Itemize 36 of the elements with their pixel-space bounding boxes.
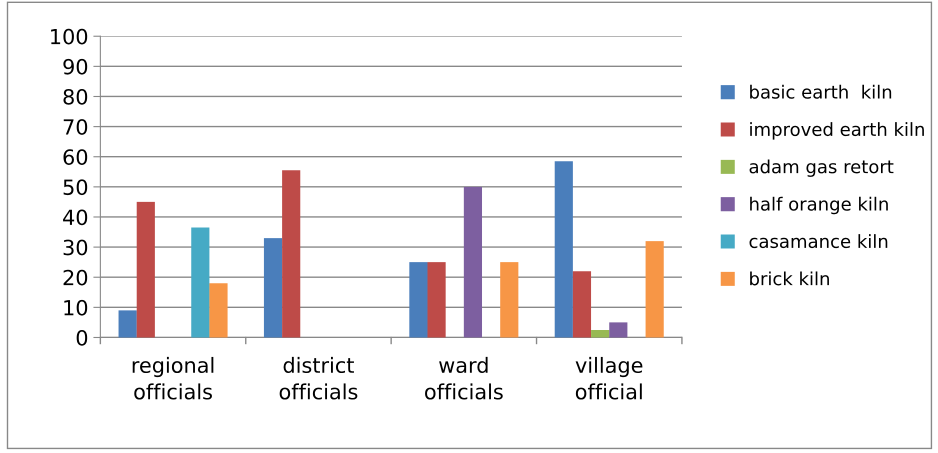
x-tick-label: village official [576, 356, 642, 400]
bar [646, 241, 664, 338]
x-tick-label: regional officials [132, 356, 214, 400]
bar [118, 310, 137, 338]
y-tick-label: 50 [64, 179, 88, 196]
legend-label: brick kiln [750, 271, 829, 286]
legend-label: adam gas retort [750, 159, 894, 177]
bar [264, 238, 282, 338]
bar [572, 271, 592, 338]
bar [282, 170, 300, 338]
y-tick-label: 60 [64, 149, 88, 165]
bar [554, 161, 573, 338]
x-tick-label: ward officials [425, 356, 503, 400]
y-tick-label: 80 [63, 88, 88, 105]
y-tick-label: 40 [63, 209, 88, 226]
bar [427, 262, 446, 338]
y-tick-label: 30 [64, 240, 88, 256]
y-tick-label: 90 [63, 58, 88, 75]
bar [409, 262, 428, 338]
y-tick-label: 100 [51, 28, 88, 44]
y-tick-label: 10 [64, 300, 88, 316]
y-tick-label: 20 [64, 270, 88, 286]
bar [591, 330, 610, 338]
legend-label: improved earth kiln [750, 122, 924, 140]
bar [136, 202, 155, 338]
bar [464, 186, 482, 338]
bar [500, 262, 518, 338]
legend-label: casamance kiln [750, 234, 888, 248]
legend-label: basic earth kiln [750, 84, 892, 99]
bar [191, 228, 210, 338]
x-tick-label: district officials [280, 356, 358, 400]
bar [609, 322, 628, 338]
y-tick-label: 0 [76, 330, 88, 346]
y-tick-label: 70 [64, 119, 88, 135]
bar [209, 283, 228, 338]
legend-label: half orange kiln [750, 196, 888, 214]
